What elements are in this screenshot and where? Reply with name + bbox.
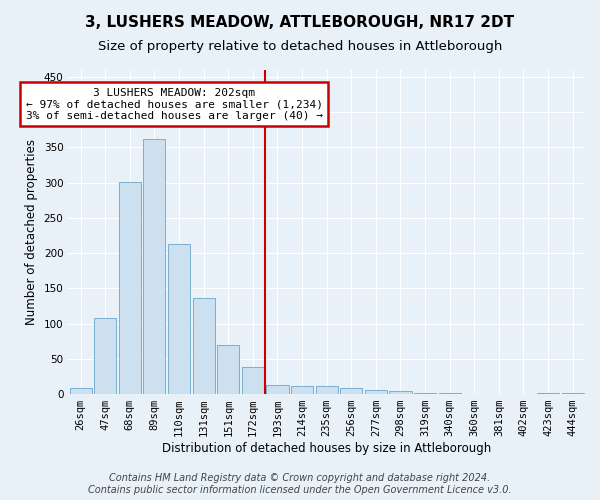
Text: Size of property relative to detached houses in Attleborough: Size of property relative to detached ho… bbox=[98, 40, 502, 53]
Bar bbox=[365, 390, 387, 394]
Bar bbox=[316, 386, 338, 394]
Bar bbox=[217, 345, 239, 394]
Bar bbox=[119, 182, 141, 394]
Bar bbox=[562, 392, 584, 394]
Bar bbox=[266, 385, 289, 394]
Bar bbox=[70, 388, 92, 394]
Bar bbox=[193, 298, 215, 394]
Bar bbox=[291, 386, 313, 394]
Y-axis label: Number of detached properties: Number of detached properties bbox=[25, 139, 38, 325]
Bar bbox=[389, 390, 412, 394]
Bar bbox=[143, 139, 166, 394]
X-axis label: Distribution of detached houses by size in Attleborough: Distribution of detached houses by size … bbox=[162, 442, 491, 455]
Text: 3 LUSHERS MEADOW: 202sqm
← 97% of detached houses are smaller (1,234)
3% of semi: 3 LUSHERS MEADOW: 202sqm ← 97% of detach… bbox=[26, 88, 323, 121]
Bar bbox=[242, 368, 264, 394]
Text: 3, LUSHERS MEADOW, ATTLEBOROUGH, NR17 2DT: 3, LUSHERS MEADOW, ATTLEBOROUGH, NR17 2D… bbox=[85, 15, 515, 30]
Text: Contains HM Land Registry data © Crown copyright and database right 2024.
Contai: Contains HM Land Registry data © Crown c… bbox=[88, 474, 512, 495]
Bar bbox=[94, 318, 116, 394]
Bar bbox=[168, 244, 190, 394]
Bar bbox=[414, 392, 436, 394]
Bar bbox=[340, 388, 362, 394]
